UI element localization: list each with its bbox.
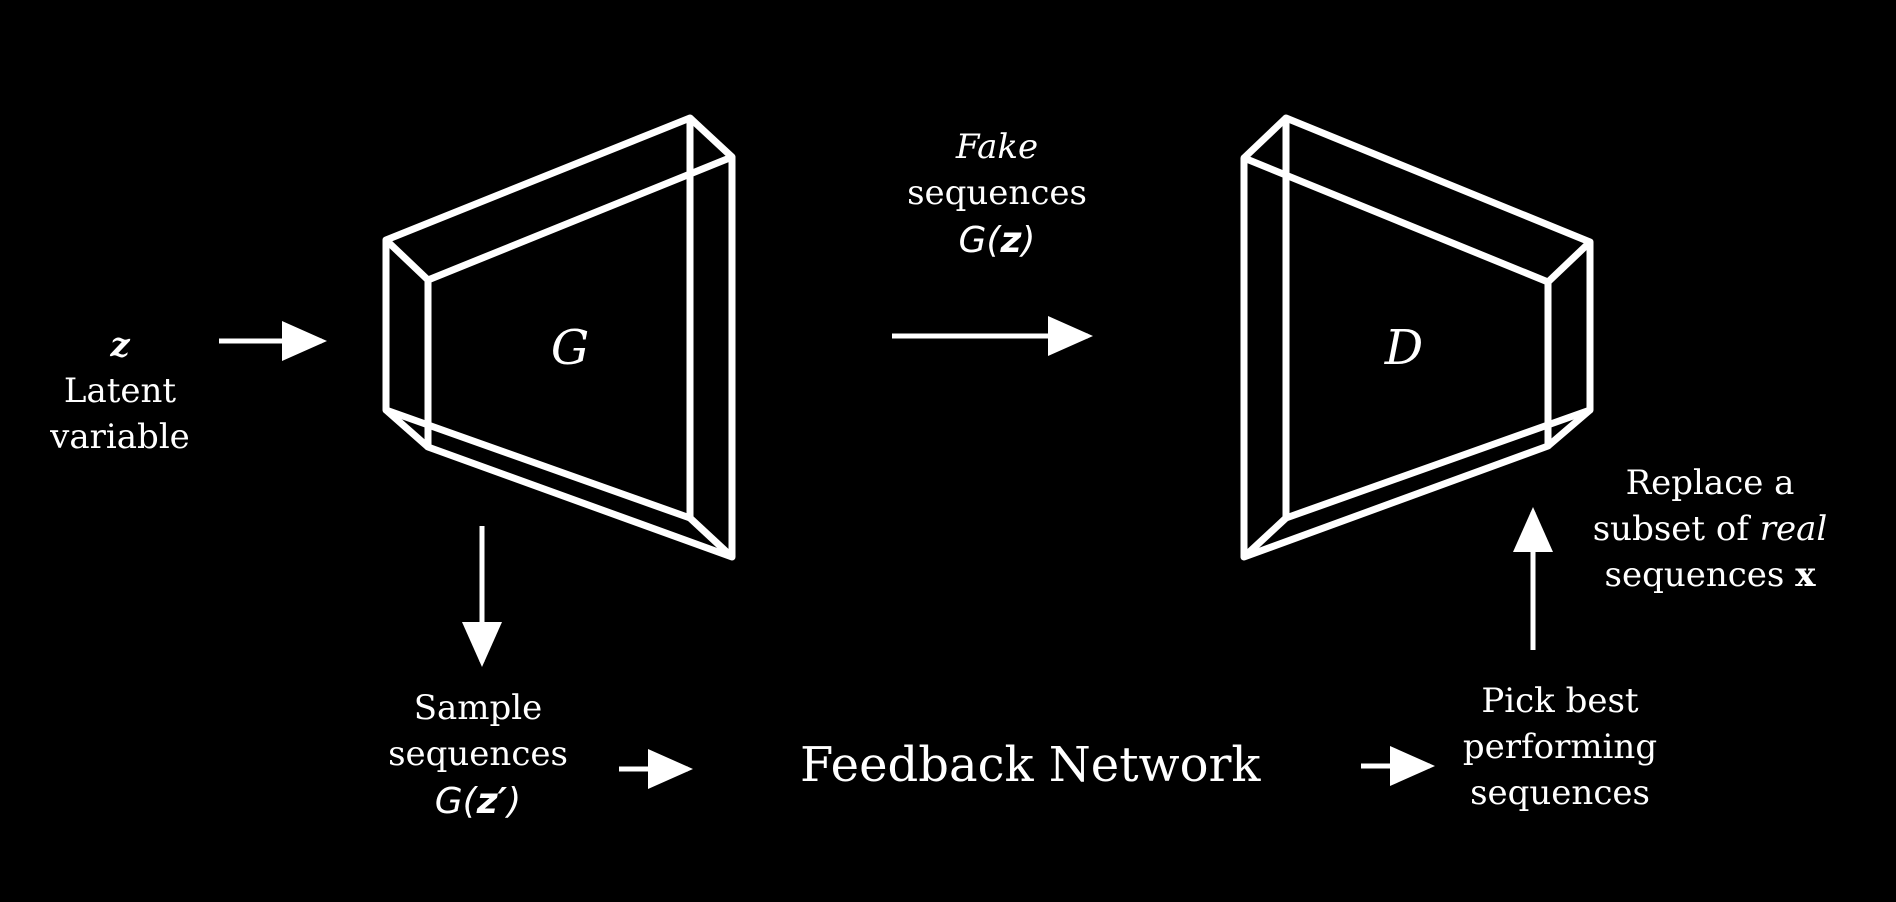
replace-line3: sequences x bbox=[1604, 555, 1816, 595]
fake-formula: G(z) bbox=[958, 220, 1036, 261]
discriminator-label: D bbox=[1384, 320, 1424, 376]
pick-line2: performing bbox=[1462, 727, 1658, 767]
generator-shape bbox=[382, 114, 736, 561]
pick-line3: sequences bbox=[1470, 773, 1650, 813]
sample-line2: sequences bbox=[388, 734, 568, 774]
fake-line1: Fake bbox=[955, 127, 1039, 167]
replace-subset-label: Replace a subset of real sequences x bbox=[1580, 460, 1840, 598]
sample-formula: G(z′) bbox=[434, 781, 522, 822]
pick-line1: Pick best bbox=[1481, 681, 1639, 721]
discriminator-shape bbox=[1240, 114, 1594, 561]
fake-line2: sequences bbox=[907, 173, 1087, 213]
replace-line2: subset of real bbox=[1592, 509, 1828, 549]
sample-line1: Sample bbox=[413, 688, 543, 728]
feedback-network-label: Feedback Network bbox=[800, 737, 1261, 793]
latent-line1: Latent bbox=[63, 371, 177, 411]
latent-line2: variable bbox=[50, 417, 190, 457]
pick-best-label: Pick best performing sequences bbox=[1445, 678, 1675, 816]
latent-variable-label: z Latent variable bbox=[40, 322, 200, 460]
latent-symbol: z bbox=[110, 325, 130, 365]
sample-sequences-label: Sample sequences G(z′) bbox=[368, 685, 588, 825]
fake-sequences-label: Fake sequences G(z) bbox=[872, 124, 1122, 264]
generator-label: G bbox=[550, 320, 590, 376]
replace-line1: Replace a bbox=[1625, 463, 1795, 503]
